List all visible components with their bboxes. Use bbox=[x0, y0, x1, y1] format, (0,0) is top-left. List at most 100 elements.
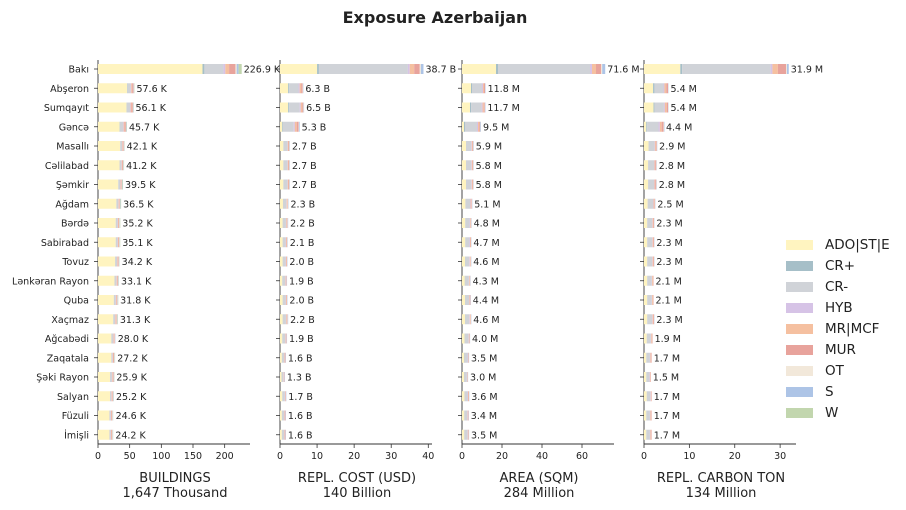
category-label: Bərdə bbox=[61, 219, 89, 230]
bar-segment bbox=[204, 64, 224, 74]
x-axis-total: 140 Billion bbox=[323, 486, 392, 501]
bar-segment bbox=[117, 256, 119, 267]
data-label: 3.5 M bbox=[471, 430, 497, 441]
bar-segment bbox=[650, 410, 652, 421]
bar-segment bbox=[477, 121, 478, 132]
bar-segment bbox=[282, 121, 294, 132]
bar-segment bbox=[280, 295, 283, 305]
data-label: 2.3 M bbox=[656, 238, 682, 249]
bar-segment bbox=[462, 218, 466, 228]
bar-segment bbox=[647, 121, 659, 132]
bar-segment bbox=[111, 429, 113, 440]
bar-segment bbox=[280, 256, 283, 267]
data-label: 2.5 M bbox=[657, 199, 683, 210]
bar-segment bbox=[644, 333, 647, 344]
legend-item: CR- bbox=[786, 276, 890, 297]
data-label: 35.2 K bbox=[122, 219, 153, 230]
data-label: 1.7 B bbox=[288, 392, 313, 403]
bar-segment bbox=[123, 121, 125, 132]
bar-segment bbox=[465, 256, 470, 267]
bar-segment bbox=[644, 102, 654, 113]
bar-segment bbox=[464, 391, 468, 402]
bar-segment bbox=[653, 83, 655, 94]
bar-segment bbox=[472, 141, 474, 151]
bar-segment bbox=[465, 218, 470, 228]
bar-segment bbox=[116, 295, 117, 305]
bar-segment bbox=[280, 121, 283, 132]
bar-segment bbox=[484, 83, 485, 94]
bar-segment bbox=[654, 160, 656, 171]
bar-segment bbox=[116, 275, 118, 286]
x-axis-total: 284 Million bbox=[504, 486, 575, 501]
data-label: 9.5 M bbox=[483, 122, 509, 133]
bar-segment bbox=[652, 295, 654, 305]
bar-segment bbox=[280, 179, 284, 190]
bar-segment bbox=[482, 83, 483, 94]
bar-segment bbox=[117, 218, 119, 228]
chart-title: Exposure Azerbaijan bbox=[342, 8, 528, 27]
x-tick-label: 30 bbox=[774, 451, 786, 462]
legend-swatch bbox=[786, 239, 813, 250]
bar-segment bbox=[654, 141, 656, 151]
bar-segment bbox=[280, 372, 282, 382]
data-label: 4.7 M bbox=[473, 238, 499, 249]
data-label: 2.3 M bbox=[656, 315, 682, 326]
bar-segment bbox=[469, 256, 470, 267]
bar-segment bbox=[644, 372, 647, 382]
bar-segment bbox=[644, 160, 649, 171]
data-label: 2.3 M bbox=[656, 257, 682, 268]
legend-swatch bbox=[786, 365, 813, 376]
bar-segment bbox=[113, 352, 115, 363]
data-label: 2.8 M bbox=[659, 180, 685, 191]
data-label: 4.4 M bbox=[666, 122, 692, 133]
bar-segment bbox=[465, 275, 469, 286]
bar-segment bbox=[658, 121, 660, 132]
bar-segment bbox=[113, 295, 116, 305]
bar-segment bbox=[280, 64, 318, 74]
data-label: 2.2 B bbox=[290, 219, 315, 230]
bar-segment bbox=[596, 64, 602, 74]
legend-label: HYB bbox=[825, 299, 853, 316]
data-label: 6.5 B bbox=[306, 103, 331, 114]
bar-segment bbox=[462, 429, 465, 440]
data-label: 4.3 M bbox=[473, 276, 499, 287]
bar-segment bbox=[786, 64, 789, 74]
bar-segment bbox=[112, 372, 113, 382]
data-label: 38.7 B bbox=[425, 65, 456, 76]
bar-segment bbox=[644, 179, 649, 190]
bar-segment bbox=[480, 121, 481, 132]
bar-segment bbox=[471, 102, 482, 113]
bar-segment bbox=[282, 237, 286, 248]
bar-segment bbox=[682, 64, 771, 74]
bar-segment bbox=[122, 160, 124, 171]
bar-segment bbox=[282, 256, 286, 267]
bar-segment bbox=[122, 141, 124, 151]
bar-segment bbox=[648, 160, 654, 171]
bar-segment bbox=[280, 429, 282, 440]
bar-segment bbox=[469, 314, 471, 325]
bar-segment bbox=[472, 179, 474, 190]
legend-label: W bbox=[825, 404, 839, 421]
bar-segment bbox=[462, 179, 466, 190]
category-label: Ağdam bbox=[55, 199, 89, 210]
bar-segment bbox=[470, 218, 471, 228]
bar-segment bbox=[482, 102, 484, 113]
bar-segment bbox=[648, 141, 655, 151]
legend-item: MR|MCF bbox=[786, 318, 890, 339]
legend-swatch bbox=[786, 407, 813, 418]
bar-segment bbox=[601, 64, 603, 74]
legend-label: ADO|ST|E bbox=[825, 236, 890, 253]
legend-label: CR+ bbox=[825, 257, 856, 274]
bar-segment bbox=[98, 295, 114, 305]
bar-segment bbox=[289, 102, 300, 113]
bar-segment bbox=[481, 102, 483, 113]
data-label: 5.4 M bbox=[671, 84, 697, 95]
bar-segment bbox=[285, 237, 287, 248]
bar-segment bbox=[644, 83, 654, 94]
bar-segment bbox=[293, 121, 295, 132]
bar-segment bbox=[652, 218, 654, 228]
bar-segment bbox=[287, 160, 289, 171]
legend-label: MUR bbox=[825, 341, 856, 358]
bar-segment bbox=[280, 160, 284, 171]
